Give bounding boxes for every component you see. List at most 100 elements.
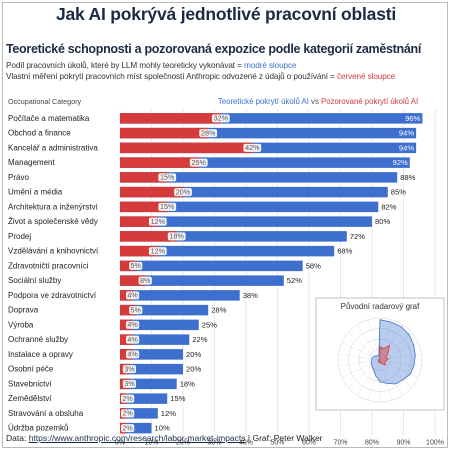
observed-label-bg (148, 247, 167, 256)
category-label: Vzdělávání a knihovnictví (8, 247, 99, 256)
radar-spoke (379, 319, 393, 361)
bar-theoretical (120, 393, 168, 404)
observed-label-bg (148, 217, 167, 226)
theoretical-value-label: 20% (186, 350, 201, 359)
legend-blue: Teoretické pokrytí úkolů AI (218, 97, 309, 106)
theoretical-value-label: 18% (180, 379, 195, 388)
observed-value-label: 12% (151, 217, 166, 226)
theoretical-value-label: 22% (192, 335, 207, 344)
bar-theoretical (120, 275, 284, 286)
theoretical-value-label: 68% (337, 247, 352, 256)
theoretical-value-label: 80% (375, 217, 390, 226)
radar-theoretical-area (371, 319, 416, 385)
category-label: Ochranné služby (8, 335, 68, 344)
theoretical-value-label: 82% (381, 202, 396, 211)
radar-spoke (338, 353, 381, 361)
category-label: Umění a média (8, 188, 63, 197)
observed-value-label: 32% (214, 114, 229, 123)
theoretical-value-label: 92% (393, 158, 408, 167)
bar-theoretical (120, 113, 423, 124)
observed-value-label: 3% (124, 364, 135, 373)
theoretical-value-label: 94% (399, 129, 414, 138)
observed-value-label: 42% (245, 143, 260, 152)
note-observed: Vlastní měření pokrytí pracovních míst s… (6, 72, 395, 81)
observed-label-bg (199, 129, 218, 138)
bar-observed (120, 260, 136, 272)
observed-value-label: 2% (122, 409, 133, 418)
theoretical-value-label: 38% (243, 291, 258, 300)
radar-spoke (379, 359, 419, 378)
observed-label-bg (122, 379, 137, 388)
chart-legend: Teoretické pokrytí úkolů AI vs Pozorovan… (218, 97, 418, 106)
bar-theoretical (120, 408, 158, 419)
category-label: Stravování a obsluha (8, 409, 84, 418)
theoretical-value-label: 15% (170, 394, 185, 403)
radar-spoke (341, 342, 381, 361)
category-label: Stavebnictví (8, 379, 52, 388)
observed-value-label: 4% (127, 291, 138, 300)
x-tick-label: 30% (207, 440, 221, 447)
bar-observed (120, 113, 221, 124)
category-label: Instalace a opravy (8, 350, 73, 359)
observed-label-bg (211, 114, 230, 123)
page-title: Jak AI pokrývá jednotlivé pracovní oblas… (55, 4, 397, 24)
note-red-highlight: červené sloupce (337, 72, 396, 81)
bar-theoretical (120, 304, 209, 316)
category-label: Architektura a inženýrství (8, 202, 99, 211)
footer-separator: | (245, 433, 253, 443)
radar-spoke (367, 359, 381, 401)
theoretical-value-label: 72% (350, 232, 365, 241)
radar-spoke (357, 359, 381, 396)
bar-series: Počítače a matematika 32% 96% Obchod a fina… (8, 113, 423, 434)
observed-value-label: 5% (131, 305, 142, 314)
legend-red: Pozorované pokrytí úkolů AI (321, 97, 418, 106)
theoretical-value-label: 96% (405, 114, 420, 123)
category-label: Prodej (8, 232, 31, 241)
observed-value-label: 4% (127, 350, 138, 359)
theoretical-value-label: 28% (211, 306, 226, 315)
observed-label-bg (243, 143, 262, 152)
observed-label-bg (121, 394, 135, 403)
bar-theoretical (120, 231, 347, 242)
source-link[interactable]: https://www.anthropic.com/research/labor… (28, 433, 246, 443)
bar-observed (120, 186, 183, 198)
note-theoretical-text: Podíl pracovních úkolů, které by LLM moh… (6, 61, 245, 70)
observed-label-bg (129, 261, 143, 270)
observed-value-label: 25% (192, 158, 207, 167)
x-tick-label: 0% (115, 440, 125, 447)
radar-spoke (379, 332, 412, 361)
category-label: Doprava (8, 306, 39, 315)
radar-spoke (379, 353, 422, 361)
category-label: Obchod a finance (8, 129, 71, 138)
radar-spoke (379, 359, 393, 401)
observed-value-label: 4% (127, 335, 138, 344)
radar-spoke (379, 324, 403, 361)
observed-value-label: 28% (201, 128, 216, 137)
bar-theoretical (120, 157, 410, 168)
category-label: Kancelář a administrativa (8, 143, 98, 152)
x-tick-label: 50% (270, 440, 284, 447)
bar-observed (120, 172, 168, 183)
x-tick-label: 70% (333, 440, 347, 447)
category-label: Počítače a matematika (8, 114, 90, 123)
observed-value-label: 12% (151, 246, 166, 255)
bar-observed (120, 245, 158, 257)
category-label: Osobní péče (8, 365, 54, 374)
observed-label-bg (167, 232, 186, 241)
note-theoretical: Podíl pracovních úkolů, které by LLM moh… (6, 61, 297, 70)
footer-label: Data: (6, 433, 29, 443)
bar-theoretical (120, 290, 240, 301)
theoretical-value-label: 58% (306, 261, 321, 270)
bar-theoretical (120, 334, 190, 345)
observed-label-bg (158, 202, 177, 211)
x-tick-label: 40% (239, 440, 253, 447)
radar-spoke (338, 359, 381, 367)
x-tick-label: 100% (426, 440, 444, 447)
x-tick-label: 60% (302, 440, 316, 447)
bar-theoretical (120, 319, 199, 331)
observed-label-bg (129, 306, 143, 315)
bar-theoretical (120, 142, 417, 154)
bar-observed (120, 127, 209, 139)
category-label: Zdravotničtí pracovníci (8, 261, 89, 270)
